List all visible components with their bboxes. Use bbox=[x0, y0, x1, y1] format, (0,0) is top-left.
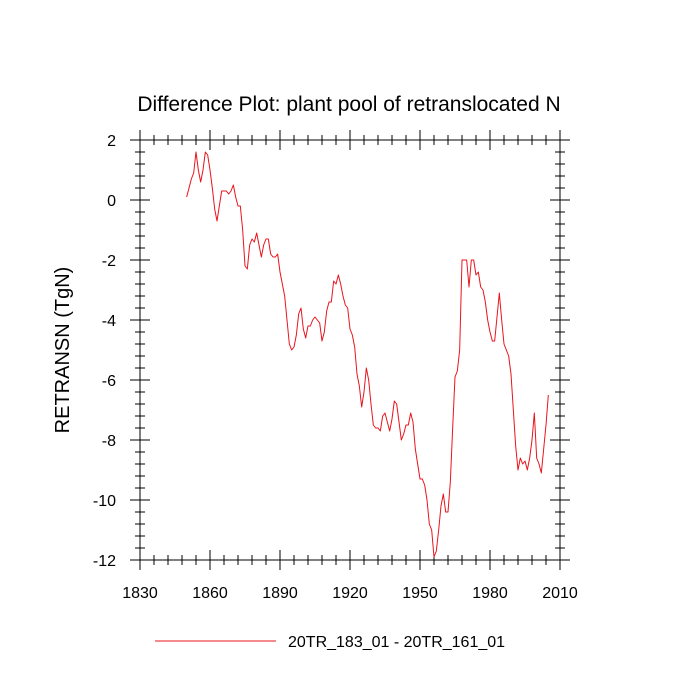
x-tick-label: 1920 bbox=[332, 585, 368, 602]
y-tick-label: -2 bbox=[102, 253, 116, 270]
axis-ticks bbox=[130, 130, 570, 570]
x-tick-label: 1860 bbox=[192, 585, 228, 602]
legend-label: 20TR_183_01 - 20TR_161_01 bbox=[288, 634, 505, 651]
x-tick-label: 1890 bbox=[262, 585, 298, 602]
y-tick-label: -6 bbox=[102, 373, 116, 390]
y-tick-label: -12 bbox=[93, 553, 116, 570]
y-tick-label: -4 bbox=[102, 313, 116, 330]
x-tick-label: 1980 bbox=[472, 585, 508, 602]
y-tick-label: 0 bbox=[107, 193, 116, 210]
y-tick-label: -10 bbox=[93, 493, 116, 510]
x-tick-label: 1950 bbox=[402, 585, 438, 602]
legend: 20TR_183_01 - 20TR_161_01 bbox=[155, 634, 505, 651]
y-tick-label: 2 bbox=[107, 133, 116, 150]
chart-title: Difference Plot: plant pool of retranslo… bbox=[137, 93, 560, 116]
plot-frame bbox=[139, 139, 561, 561]
tick-labels: 1830 1860 1890 1920 1950 1980 2010 2 0 -… bbox=[93, 133, 578, 602]
x-tick-label: 2010 bbox=[542, 585, 578, 602]
x-tick-label: 1830 bbox=[122, 585, 158, 602]
y-tick-label: -8 bbox=[102, 433, 116, 450]
series-line bbox=[186, 151, 549, 558]
y-axis-label: RETRANSN (TgN) bbox=[52, 267, 74, 434]
